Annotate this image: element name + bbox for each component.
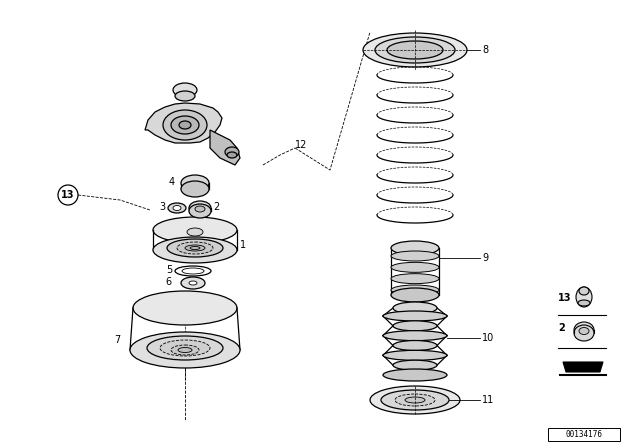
Ellipse shape [383,331,447,340]
Text: 1: 1 [240,240,246,250]
Ellipse shape [163,110,207,140]
Text: 6: 6 [166,277,172,287]
Ellipse shape [383,350,447,360]
Ellipse shape [383,311,447,321]
Ellipse shape [574,325,594,341]
Text: 13: 13 [558,293,572,303]
Ellipse shape [383,369,447,381]
Ellipse shape [405,397,425,403]
Ellipse shape [171,345,199,355]
Text: 2: 2 [558,323,564,333]
Ellipse shape [189,281,197,285]
Ellipse shape [173,83,197,97]
Ellipse shape [185,245,205,251]
Ellipse shape [147,336,223,360]
Ellipse shape [133,291,237,325]
Circle shape [58,185,78,205]
Ellipse shape [393,360,437,370]
Ellipse shape [187,228,203,236]
Polygon shape [210,130,240,165]
Text: 12: 12 [295,140,307,150]
Ellipse shape [179,121,191,129]
Ellipse shape [168,203,186,213]
Ellipse shape [167,239,223,257]
Ellipse shape [181,181,209,197]
Ellipse shape [189,201,211,215]
Ellipse shape [381,390,449,410]
Text: 3: 3 [159,202,165,212]
Polygon shape [145,103,222,143]
Text: 2: 2 [213,202,220,212]
Ellipse shape [173,206,181,211]
Ellipse shape [175,91,195,101]
Ellipse shape [177,242,213,254]
Ellipse shape [391,274,439,284]
Polygon shape [563,362,603,372]
Text: 5: 5 [166,265,172,275]
Ellipse shape [160,340,210,356]
Text: 9: 9 [482,253,488,263]
Ellipse shape [391,241,439,255]
Ellipse shape [175,266,211,276]
Ellipse shape [181,175,209,191]
Ellipse shape [391,285,439,295]
Ellipse shape [391,251,439,261]
Text: 13: 13 [61,190,75,200]
Ellipse shape [393,302,437,314]
Ellipse shape [395,394,435,406]
Ellipse shape [391,263,439,272]
Ellipse shape [576,287,592,307]
Ellipse shape [393,321,437,331]
Text: 11: 11 [482,395,494,405]
Ellipse shape [579,327,589,335]
Ellipse shape [579,287,589,295]
Text: 00134176: 00134176 [566,430,602,439]
Ellipse shape [391,288,439,302]
Ellipse shape [370,386,460,414]
Ellipse shape [387,41,443,59]
Ellipse shape [375,37,455,63]
Ellipse shape [190,246,200,250]
Ellipse shape [189,204,211,218]
Text: 7: 7 [114,335,120,345]
Ellipse shape [182,268,204,274]
Bar [548,428,620,441]
Ellipse shape [227,152,237,158]
Ellipse shape [178,348,192,353]
Ellipse shape [130,332,240,368]
Text: 8: 8 [482,45,488,55]
Text: 10: 10 [482,333,494,343]
Text: 4: 4 [169,177,175,187]
Ellipse shape [153,217,237,243]
Ellipse shape [578,300,590,306]
Ellipse shape [574,322,594,338]
Ellipse shape [195,206,205,212]
Ellipse shape [153,237,237,263]
Ellipse shape [225,147,239,157]
Ellipse shape [363,33,467,67]
Ellipse shape [181,277,205,289]
Ellipse shape [393,340,437,350]
Ellipse shape [171,116,199,134]
